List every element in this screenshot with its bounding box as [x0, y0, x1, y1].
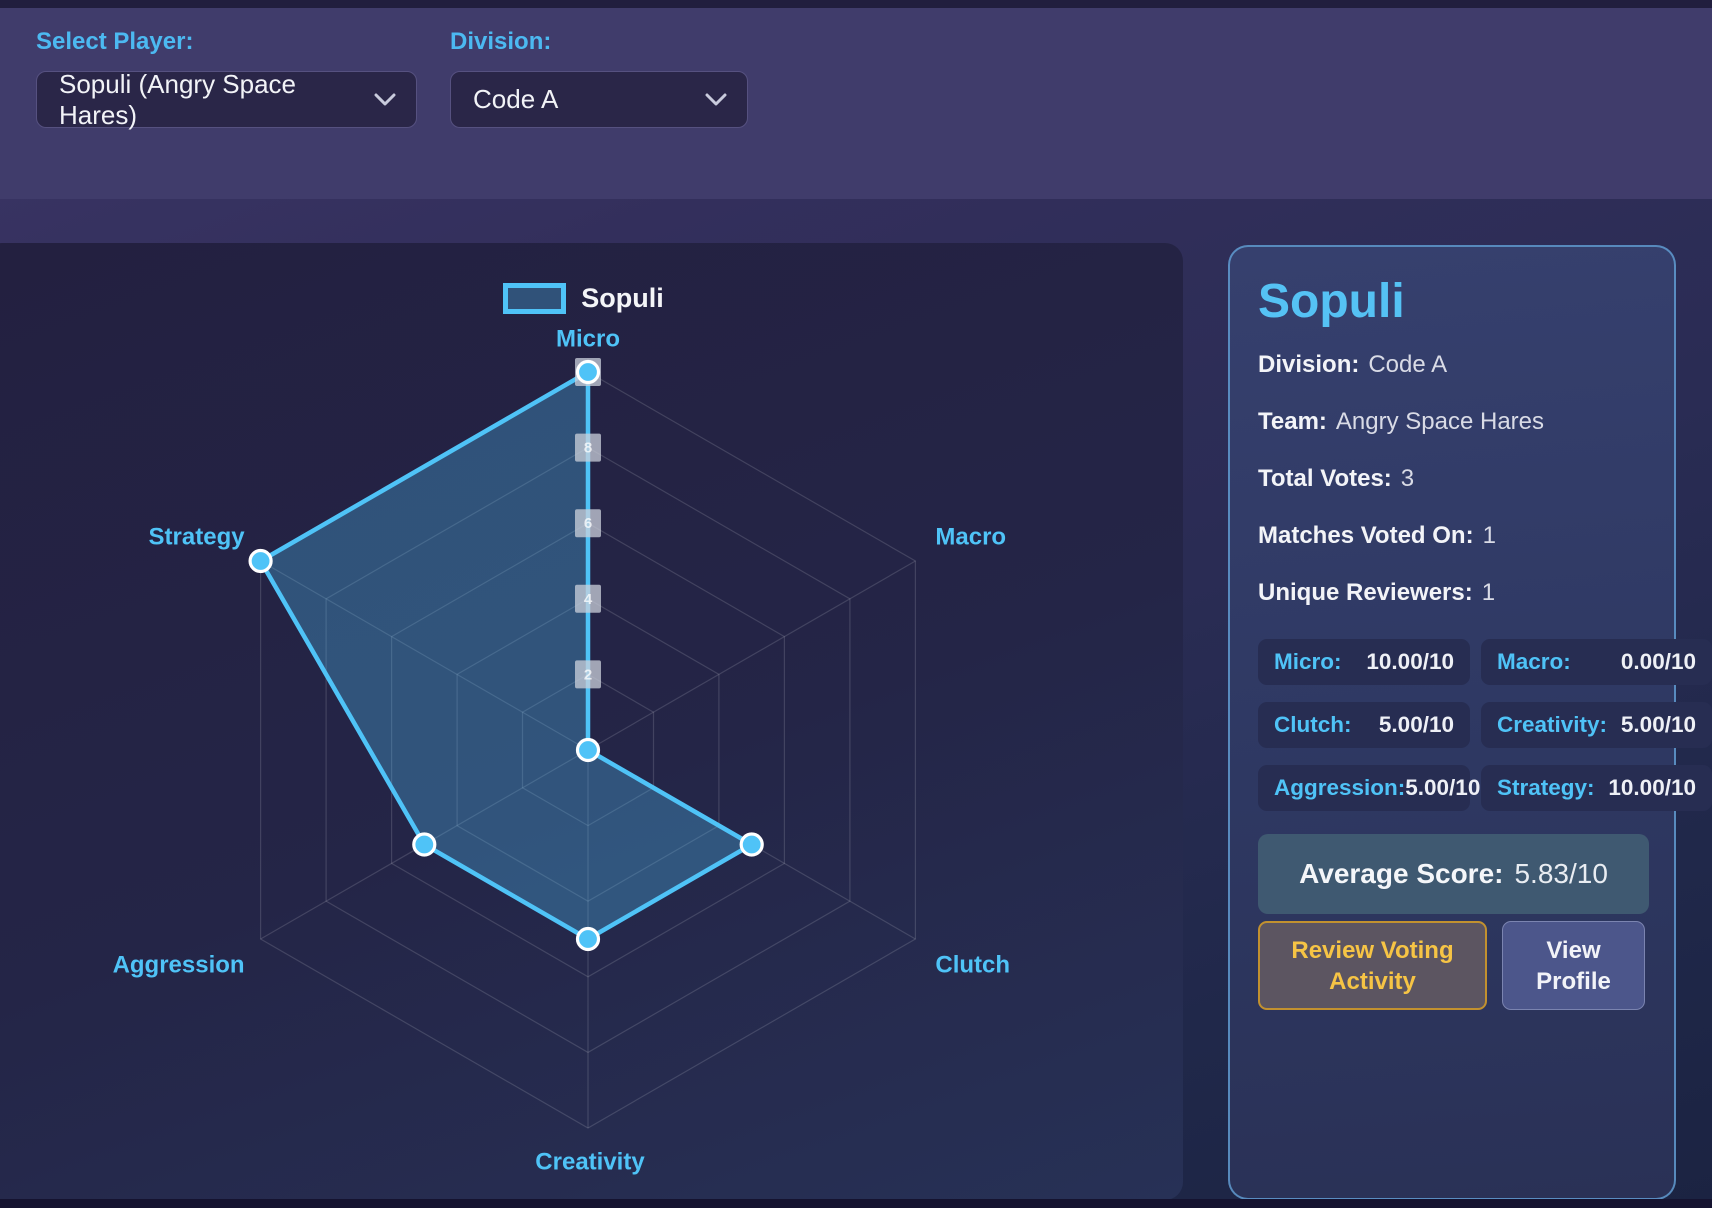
radar-axis-label-aggression: Aggression — [113, 951, 245, 978]
radar-grid-ring — [325, 446, 851, 1054]
bottom-edge-strip — [0, 1199, 1712, 1208]
stat-value: 10.00/10 — [1366, 649, 1454, 675]
stat-value: 5.00/10 — [1405, 775, 1481, 801]
stat-label: Strategy: — [1497, 775, 1595, 801]
radar-tick-backdrop — [575, 433, 601, 462]
stat-box-micro: Micro: 10.00/10 — [1258, 639, 1470, 686]
radar-axis-label-strategy: Strategy — [149, 523, 246, 550]
stat-value: 10.00/10 — [1608, 775, 1696, 801]
info-value: 3 — [1400, 465, 1415, 493]
card-actions: Review Voting Activity View Profile — [1258, 921, 1674, 1011]
view-profile-button[interactable]: View Profile — [1502, 921, 1645, 1011]
info-label: Total Votes: — [1258, 465, 1392, 493]
radar-grid-ring — [521, 673, 655, 827]
radar-chart[interactable]: 246810MicroMacroClutchCreativityAggressi… — [0, 243, 1183, 1200]
chart-legend[interactable]: Sopuli — [0, 283, 1183, 314]
legend-swatch — [503, 283, 567, 314]
stat-box-creativity: Creativity: 5.00/10 — [1481, 702, 1712, 749]
radar-axis-label-micro: Micro — [556, 325, 620, 352]
info-value: 1 — [1481, 579, 1496, 607]
player-name-heading: Sopuli — [1258, 275, 1405, 328]
stat-label: Creativity: — [1497, 712, 1608, 738]
average-score-box: Average Score: 5.83/10 — [1258, 834, 1649, 915]
chevron-down-icon — [705, 93, 727, 106]
player-select-value: Sopuli (Angry Space Hares) — [59, 68, 297, 130]
info-label: Division: — [1258, 351, 1360, 379]
radar-axis-label-macro: Macro — [935, 523, 1006, 550]
player-select-group: Select Player: Sopuli (Angry Space Hares… — [36, 28, 417, 199]
radar-point-macro[interactable] — [575, 737, 601, 763]
radar-grid-spoke — [587, 560, 916, 751]
radar-tick-label: 6 — [584, 515, 592, 532]
top-edge-strip — [0, 0, 1712, 8]
stat-value: 5.00/10 — [1378, 712, 1454, 738]
radar-axis-label-creativity: Creativity — [535, 1148, 645, 1175]
stat-label: Aggression: — [1274, 775, 1406, 801]
radar-tick-backdrop — [575, 660, 601, 689]
stat-value: 0.00/10 — [1620, 649, 1696, 675]
stat-label: Micro: — [1274, 649, 1342, 675]
division-select[interactable]: Code A — [450, 71, 748, 128]
stat-grid: Micro: 10.00/10 Macro: 0.00/10 Clutch: 5.00… — [1258, 639, 1712, 812]
info-label: Unique Reviewers: — [1258, 579, 1473, 607]
stat-box-strategy: Strategy: 10.00/10 — [1481, 765, 1712, 812]
filter-bar: Select Player: Sopuli (Angry Space Hares… — [0, 8, 1712, 199]
stat-label: Clutch: — [1274, 712, 1352, 738]
info-row-division: Division: Code A — [1258, 351, 1674, 379]
review-voting-activity-button[interactable]: Review Voting Activity — [1258, 921, 1487, 1011]
stat-box-macro: Macro: 0.00/10 — [1481, 639, 1712, 686]
radar-point-creativity[interactable] — [575, 926, 601, 952]
radar-series-polygon — [258, 369, 754, 942]
info-row-total-votes: Total Votes: 3 — [1258, 465, 1674, 493]
radar-tick-backdrop — [575, 584, 601, 613]
info-row-unique-reviewers: Unique Reviewers: 1 — [1258, 579, 1674, 607]
player-info-list: Division: Code A Team: Angry Space Hares T… — [1258, 351, 1674, 607]
radar-axis-label-clutch: Clutch — [935, 951, 1010, 978]
radar-grid-spoke — [260, 560, 589, 751]
division-select-group: Division: Code A — [450, 28, 748, 199]
info-value: Angry Space Hares — [1335, 408, 1545, 436]
stat-box-aggression: Aggression: 5.00/10 — [1258, 765, 1480, 812]
radar-chart-panel: 246810MicroMacroClutchCreativityAggressi… — [0, 243, 1183, 1200]
radar-tick-label: 8 — [584, 440, 592, 457]
radar-grid-ring — [456, 598, 720, 902]
player-select[interactable]: Sopuli (Angry Space Hares) — [36, 68, 417, 130]
radar-tick-label: 4 — [584, 591, 593, 608]
stat-box-clutch: Clutch: 5.00/10 — [1258, 702, 1470, 749]
info-row-matches-voted: Matches Voted On: 1 — [1258, 522, 1674, 550]
info-row-team: Team: Angry Space Hares — [1258, 408, 1674, 436]
average-score-value: 5.83/10 — [1514, 858, 1608, 890]
radar-point-strategy[interactable] — [248, 548, 273, 574]
info-label: Team: — [1258, 408, 1327, 436]
info-value: 1 — [1482, 522, 1496, 550]
radar-grid-ring — [391, 522, 786, 978]
radar-tick-label: 2 — [584, 666, 592, 683]
chevron-down-icon — [374, 93, 396, 106]
info-label: Matches Voted On: — [1258, 522, 1474, 550]
player-select-label: Select Player: — [36, 28, 194, 55]
info-value: Code A — [1368, 351, 1448, 379]
stat-label: Macro: — [1497, 649, 1571, 675]
division-select-value: Code A — [473, 84, 559, 114]
average-score-label: Average Score: — [1299, 858, 1504, 890]
legend-series-label: Sopuli — [581, 283, 664, 313]
radar-tick-backdrop — [575, 509, 601, 538]
division-select-label: Division: — [450, 28, 552, 55]
player-card: Sopuli Division: Code A Team: Angry Space … — [1228, 245, 1712, 1200]
radar-point-clutch[interactable] — [739, 832, 764, 857]
radar-point-aggression[interactable] — [412, 832, 437, 857]
radar-point-micro[interactable] — [575, 359, 601, 385]
stat-value: 5.00/10 — [1620, 712, 1696, 738]
